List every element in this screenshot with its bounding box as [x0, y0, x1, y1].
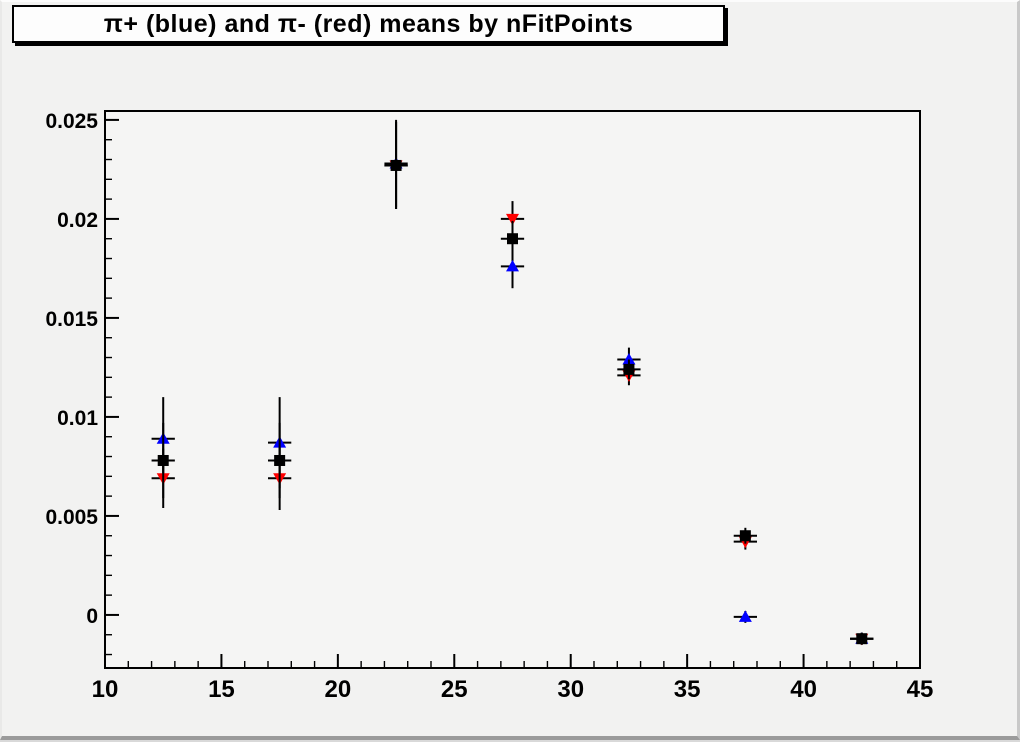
y-axis-tick-label: 0.005 [45, 506, 98, 529]
y-axis-tick-label: 0 [86, 605, 98, 628]
y-axis-tick-label: 0.015 [45, 308, 98, 331]
x-axis-tick-label: 40 [790, 676, 817, 703]
chart-title: π+ (blue) and π- (red) means by nFitPoin… [103, 9, 634, 38]
x-axis-tick-label: 20 [325, 676, 352, 703]
x-axis-tick-label: 25 [441, 676, 468, 703]
marker-triangle-down [506, 213, 519, 226]
x-axis-tick-label: 45 [907, 676, 934, 703]
y-axis-tick-label: 0.025 [45, 110, 98, 133]
x-axis-tick-label: 15 [208, 676, 235, 703]
marker-square [856, 633, 868, 645]
marker-square [274, 454, 286, 466]
marker-triangle-up [506, 259, 519, 272]
y-axis-tick-label: 0.02 [57, 209, 98, 232]
y-axis-tick-label: 0.01 [57, 407, 98, 430]
marker-triangle-up [622, 353, 636, 365]
x-axis-tick-label: 30 [557, 676, 584, 703]
marker-square [507, 233, 518, 245]
x-axis-tick-label: 35 [674, 676, 701, 703]
marker-square [623, 363, 635, 375]
x-axis-tick-label: 10 [92, 676, 119, 703]
marker-square [157, 454, 169, 466]
plot-frame [104, 110, 921, 669]
marker-square [739, 530, 751, 542]
marker-square [390, 159, 402, 171]
title-box: π+ (blue) and π- (red) means by nFitPoin… [12, 5, 725, 43]
marker-triangle-up [738, 610, 752, 622]
